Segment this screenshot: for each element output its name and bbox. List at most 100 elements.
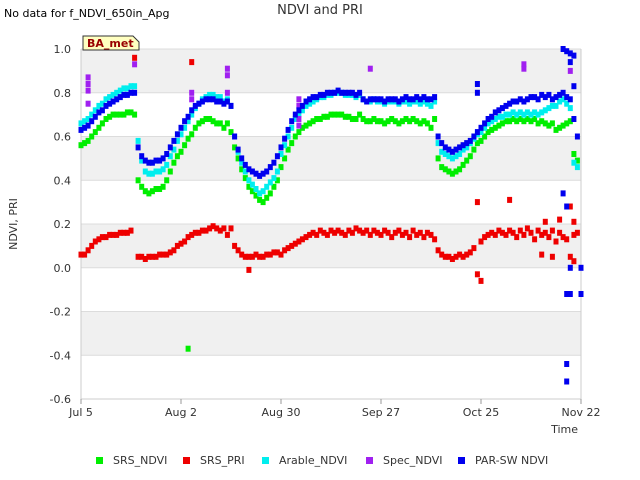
par-sw-ndvi-point (564, 94, 570, 101)
par-sw-ndvi-point (178, 124, 184, 131)
srs-ndvi-point (360, 116, 366, 122)
srs-pri-point (471, 245, 477, 252)
arable-ndvi-point (478, 129, 484, 136)
arable-ndvi-point (99, 100, 105, 107)
par-sw-ndvi-point (249, 168, 255, 175)
arable-ndvi-point (142, 168, 148, 175)
par-sw-ndvi-point (292, 111, 298, 118)
srs-pri-point (246, 253, 252, 260)
spec-ndvi-point (296, 96, 302, 103)
legend-swatch-srs-ndvi (96, 457, 103, 464)
srs-ndvi-point (467, 153, 473, 160)
par-sw-ndvi-point (464, 140, 470, 147)
par-sw-ndvi-point (567, 96, 573, 103)
spec-ndvi-point (85, 81, 91, 87)
srs-ndvi-point (185, 135, 191, 142)
srs-pri-point (267, 251, 273, 258)
srs-pri-point (364, 227, 370, 234)
srs-pri-point (160, 251, 166, 258)
spec-ndvi-point (85, 74, 91, 81)
spec-ndvi-point (367, 65, 373, 72)
srs-pri-point (549, 227, 555, 234)
srs-ndvi-point (199, 118, 205, 125)
par-sw-ndvi-point (392, 96, 398, 103)
srs-pri-point (424, 229, 430, 236)
srs-pri-point (378, 231, 384, 238)
x-axis-label: Time (550, 423, 578, 436)
chart-title: NDVI and PRI (277, 3, 363, 18)
srs-pri-point (421, 234, 427, 241)
par-sw-ndvi-point (510, 98, 516, 105)
spec-ndvi-point (224, 89, 230, 96)
y-tick-label: 1.0 (54, 43, 72, 56)
srs-pri-point (449, 256, 455, 262)
srs-ndvi-point (346, 113, 352, 120)
x-tick-label: Sep 27 (362, 406, 400, 419)
par-sw-ndvi-point (310, 94, 316, 101)
x-tick-label: Oct 25 (463, 406, 500, 419)
srs-ndvi-point (435, 155, 441, 162)
legend-swatch-arable-ndvi (262, 457, 269, 464)
srs-ndvi-point (189, 131, 195, 138)
legend-label-spec-ndvi: Spec_NDVI (383, 454, 443, 467)
arable-ndvi-point (557, 98, 563, 105)
srs-pri-point (557, 229, 563, 236)
srs-pri-point (282, 247, 288, 254)
srs-ndvi-point (489, 126, 495, 133)
srs-ndvi-point (271, 183, 277, 190)
arable-ndvi-point (485, 120, 491, 127)
srs-pri-point (157, 251, 163, 258)
srs-ndvi-point (371, 116, 377, 122)
srs-pri-point (446, 253, 452, 260)
par-sw-ndvi-point (489, 113, 495, 120)
arable-ndvi-point (457, 151, 463, 157)
srs-pri-point (135, 253, 141, 260)
arable-ndvi-point (514, 111, 520, 118)
srs-pri-point (303, 234, 309, 241)
srs-pri-point (574, 229, 580, 236)
srs-ndvi-point (571, 151, 577, 157)
par-sw-ndvi-point (103, 102, 109, 109)
srs-ndvi-point (542, 120, 548, 127)
arable-ndvi-point (214, 94, 220, 101)
par-sw-ndvi-point (349, 89, 355, 96)
srs-pri-point (535, 227, 541, 234)
arable-ndvi-point (185, 118, 191, 125)
par-sw-ndvi-point (324, 89, 330, 96)
srs-pri-point (232, 242, 238, 249)
par-sw-ndvi-point (274, 153, 280, 160)
srs-pri-point (503, 231, 509, 238)
srs-ndvi-point (307, 120, 313, 127)
srs-ndvi-point (374, 118, 380, 125)
par-sw-ndvi-point (342, 89, 348, 96)
srs-ndvi-point (171, 159, 177, 166)
srs-pri-point (221, 225, 227, 232)
srs-ndvi-point (382, 120, 388, 127)
srs-pri-point (339, 229, 345, 236)
srs-ndvi-point (453, 168, 459, 175)
arable-ndvi-point (310, 98, 316, 105)
srs-ndvi-point (260, 199, 266, 206)
srs-pri-point (403, 229, 409, 236)
arable-ndvi-point (421, 98, 427, 105)
arable-ndvi-point (174, 137, 180, 144)
srs-pri-point (474, 271, 480, 278)
arable-ndvi-point (189, 111, 195, 118)
par-sw-ndvi-point (503, 102, 509, 109)
par-sw-ndvi-point (428, 96, 434, 103)
par-sw-ndvi-point (571, 52, 577, 59)
srs-ndvi-point (446, 168, 452, 175)
arable-ndvi-point (271, 175, 277, 182)
srs-pri-point (249, 253, 255, 260)
arable-ndvi-point (171, 146, 177, 153)
par-sw-ndvi-point (567, 264, 573, 271)
arable-ndvi-point (167, 153, 173, 160)
x-tick-label: Aug 2 (165, 406, 197, 419)
srs-ndvi-point (92, 129, 98, 136)
srs-ndvi-point (460, 161, 466, 168)
srs-ndvi-point (178, 148, 184, 155)
srs-pri-point (217, 227, 223, 234)
srs-pri-point (228, 225, 234, 232)
arable-ndvi-point (299, 107, 305, 114)
